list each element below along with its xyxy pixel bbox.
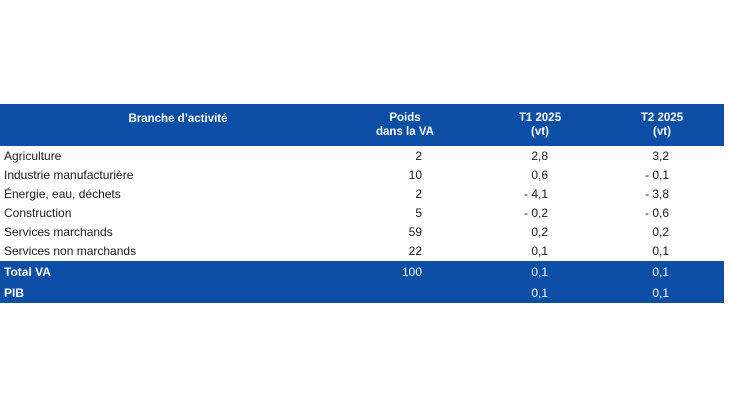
table-cell: - 4,1 — [523, 187, 548, 201]
header-cell: (vt) — [653, 126, 671, 138]
table-cell: 0,6 — [531, 168, 548, 182]
table-cell: 10 — [408, 168, 422, 182]
table-cell: 0,1 — [652, 244, 669, 258]
total-cell: 0,1 — [531, 265, 548, 279]
table-cell: 0,1 — [531, 244, 548, 258]
total-cell: 0,1 — [652, 265, 669, 279]
table-cell: Construction — [4, 206, 72, 220]
total-cell: PIB — [4, 286, 25, 300]
header-cell: Branche d’activité — [128, 113, 228, 125]
table-cell: Services marchands — [4, 225, 113, 239]
table-cell: 3,2 — [652, 149, 669, 163]
table-cell: 2 — [415, 187, 422, 201]
table-cell: 5 — [415, 206, 422, 220]
total-cell: 0,1 — [652, 286, 669, 300]
table-cell: - 0,1 — [644, 168, 669, 182]
table-cell: - 3,8 — [644, 187, 669, 201]
table-cell: - 0,2 — [523, 206, 548, 220]
header-cell: (vt) — [531, 126, 549, 138]
total-cell: Total VA — [4, 265, 51, 279]
header-cell: Poids — [389, 112, 421, 124]
table-cell: 59 — [408, 225, 422, 239]
total-cell: 100 — [401, 265, 422, 279]
table-cell: Industrie manufacturière — [4, 168, 134, 182]
table-cell: Services non marchands — [4, 244, 137, 258]
header-cell: T1 2025 — [518, 112, 562, 124]
total-cell: 0,1 — [531, 286, 548, 300]
header-cell: dans la VA — [376, 126, 434, 138]
table-cell: 22 — [408, 244, 422, 258]
table-cell: 0,2 — [531, 225, 548, 239]
header-band — [0, 104, 724, 146]
table-cell: 0,2 — [652, 225, 669, 239]
table-cell: Agriculture — [4, 149, 62, 163]
table-cell: 2 — [415, 149, 422, 163]
table-cell: - 0,6 — [644, 206, 669, 220]
total-band — [0, 261, 724, 303]
header-cell: T2 2025 — [640, 112, 684, 124]
table-cell: 2,8 — [531, 149, 548, 163]
table-cell: Énergie, eau, déchets — [4, 187, 121, 201]
